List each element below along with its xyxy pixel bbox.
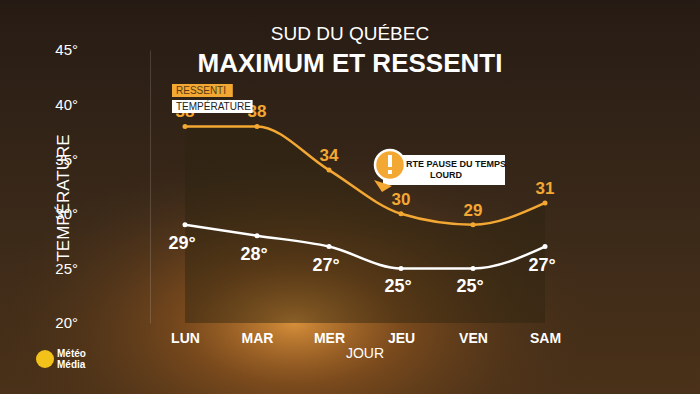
plot-marks [183,124,548,323]
legend-label: RESSENTI [176,85,226,96]
data-labels: 38383430293129°28°27°25°25°27° [168,102,555,296]
annotation-icon-dot [388,170,392,174]
y-tick-label: 45° [55,41,78,58]
point [399,266,404,271]
y-tick: 40° [55,96,150,113]
data-label: 30 [392,190,411,209]
point [183,124,188,129]
point [255,124,260,129]
x-tick: JEU [388,323,415,346]
x-axis-line [186,323,546,324]
point [183,222,188,227]
x-tick: SAM [530,323,561,346]
annotation-icon-bar [388,155,392,167]
y-tick: 45° [55,41,150,58]
x-tick: MER [314,323,345,346]
data-label: 27° [312,255,339,275]
y-tick: 20° [55,314,150,331]
data-label: 29° [168,233,195,253]
data-label: 27° [528,255,555,275]
subtitle: SUD DU QUÉBEC [271,23,429,44]
x-axis: LUN MAR MER JEU VEN SAM [171,323,561,346]
data-label: 28° [240,244,267,264]
point [471,222,476,227]
background-glow [0,0,700,394]
area [185,126,545,323]
legend-label: TEMPÉRATURE [176,100,251,112]
logo: MétéoMédia [36,348,86,370]
point [327,168,332,173]
y-tick-label: 20° [55,314,78,331]
chart-svg: SUD DU QUÉBEC MAXIMUM ET RESSENTI 20° 25° 30… [0,0,700,394]
logo-text: MétéoMédia [57,348,86,370]
legend-swatch [172,84,233,97]
x-tick-label: JEU [388,330,415,346]
legend: RESSENTI TEMPÉRATURE [172,84,253,113]
chart-container: SUD DU QUÉBEC MAXIMUM ET RESSENTI 20° 25° 30… [0,0,700,394]
y-tick-label: 40° [55,96,78,113]
x-tick-label: MAR [242,330,274,346]
x-axis-title: JOUR [346,345,384,361]
point [543,244,548,249]
x-tick: VEN [459,323,488,346]
x-tick-label: VEN [459,330,488,346]
point [327,244,332,249]
logo-icon [36,350,54,368]
x-tick: LUN [171,323,200,346]
data-label: 25° [384,276,411,296]
legend-swatch [172,100,253,113]
point [255,233,260,238]
annotation: COURTE PAUSE DU TEMPSLOURD [374,150,506,192]
line [185,126,545,224]
background [0,0,700,394]
data-label: 34 [320,146,339,165]
x-tick: MAR [242,323,274,346]
title: MAXIMUM ET RESSENTI [198,48,503,78]
x-tick-label: MER [314,330,345,346]
point [471,266,476,271]
data-label: 25° [456,276,483,296]
y-axis-line [150,51,151,324]
annotation-icon [375,150,405,180]
x-tick-label: LUN [171,330,200,346]
data-label: 29 [464,201,483,220]
x-tick-label: SAM [530,330,561,346]
y-axis-title: TEMPÉRATURE [54,134,73,261]
point [399,211,404,216]
point [543,200,548,205]
annotation-pointer [374,180,392,192]
data-label: 31 [536,179,555,198]
line [185,225,545,269]
